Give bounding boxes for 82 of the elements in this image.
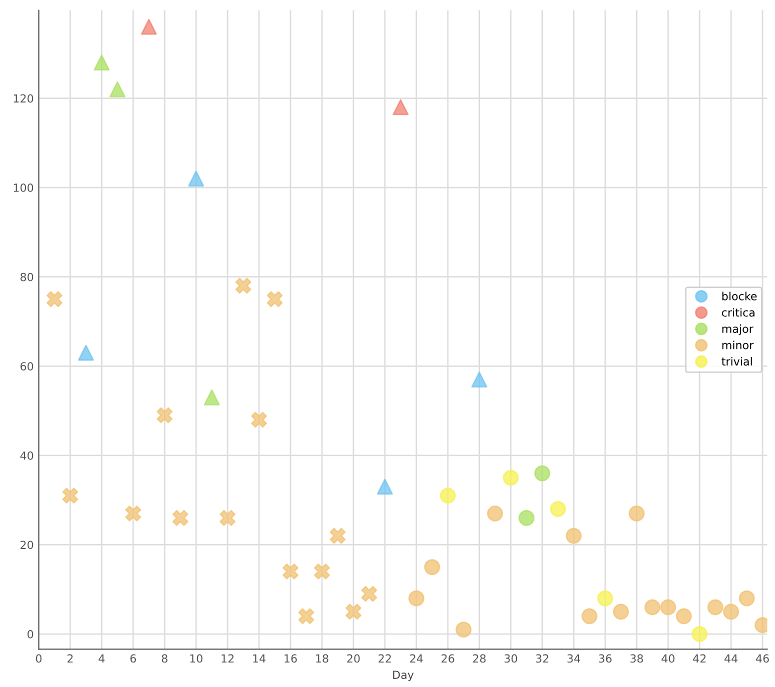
legend-label: trivial xyxy=(722,357,752,366)
legend-label: blocke xyxy=(722,292,757,300)
x-tick-label: 10 xyxy=(190,654,202,663)
point xyxy=(156,407,173,424)
point xyxy=(566,528,582,544)
x-tick-label: 38 xyxy=(630,654,643,663)
x-tick-label: 2 xyxy=(68,654,73,663)
point xyxy=(235,278,252,294)
y-tick-label: 20 xyxy=(20,540,34,550)
point xyxy=(456,622,472,638)
point xyxy=(109,81,126,98)
x-tick-label: 30 xyxy=(504,654,518,663)
point xyxy=(204,389,220,406)
point xyxy=(345,604,362,620)
x-tick-label: 42 xyxy=(693,654,706,663)
y-tick-label: 100 xyxy=(14,184,34,192)
point xyxy=(330,528,346,544)
y-tick-label: 40 xyxy=(20,451,34,460)
x-tick-label: 32 xyxy=(536,654,548,663)
point xyxy=(172,510,188,526)
point xyxy=(502,470,519,486)
point xyxy=(440,488,456,504)
x-tick-label: 6 xyxy=(130,654,136,663)
x-tick-label: 26 xyxy=(442,654,454,663)
point xyxy=(266,291,283,308)
point xyxy=(597,590,614,606)
point xyxy=(408,590,424,606)
x-tick-label: 0 xyxy=(36,654,42,663)
point xyxy=(676,608,692,624)
point xyxy=(707,599,724,616)
x-tick-label: 24 xyxy=(410,654,423,663)
point xyxy=(376,478,393,495)
x-tick-label: 20 xyxy=(347,654,360,663)
point xyxy=(518,510,534,526)
point xyxy=(534,465,550,482)
point xyxy=(46,291,62,308)
point xyxy=(581,608,598,624)
point xyxy=(62,488,78,504)
point xyxy=(361,586,378,602)
point xyxy=(125,506,142,522)
point xyxy=(660,599,676,616)
point xyxy=(220,510,236,526)
point xyxy=(298,608,314,624)
x-tick-label: 36 xyxy=(598,654,612,663)
legend-label: critica xyxy=(722,308,754,317)
point xyxy=(282,564,298,580)
point xyxy=(738,590,755,606)
point xyxy=(251,412,268,428)
point xyxy=(471,372,488,388)
legend-label: minor xyxy=(722,340,754,350)
x-tick-label: 34 xyxy=(567,654,580,663)
y-tick-label: 120 xyxy=(14,94,34,103)
point xyxy=(94,54,110,71)
x-tick-label: 28 xyxy=(473,654,486,663)
y-tick-label: 0 xyxy=(28,630,34,638)
point xyxy=(392,99,409,116)
x-tick-label: 8 xyxy=(162,654,168,663)
point xyxy=(424,559,440,576)
point xyxy=(487,506,504,522)
point xyxy=(644,599,660,616)
x-tick-label: 4 xyxy=(98,654,105,663)
legend-label: major xyxy=(722,324,754,336)
x-tick-label: 16 xyxy=(284,654,297,663)
point xyxy=(140,18,157,35)
point xyxy=(188,170,204,187)
point xyxy=(550,501,566,517)
x-tick-label: 14 xyxy=(253,654,266,663)
x-tick-label: 22 xyxy=(378,654,391,663)
point xyxy=(314,564,330,580)
y-tick-label: 60 xyxy=(20,362,34,371)
y-tick-label: 80 xyxy=(20,272,34,282)
point xyxy=(628,506,645,522)
point xyxy=(612,604,629,620)
x-tick-label: 46 xyxy=(756,654,769,663)
x-tick-label: 18 xyxy=(316,654,328,663)
point xyxy=(78,344,94,361)
point xyxy=(692,626,708,642)
x-tick-label: 40 xyxy=(662,654,674,663)
x-axis-title: Day xyxy=(393,670,414,682)
point xyxy=(723,604,740,620)
x-tick-label: 44 xyxy=(724,654,738,663)
x-tick-label: 12 xyxy=(222,654,234,663)
